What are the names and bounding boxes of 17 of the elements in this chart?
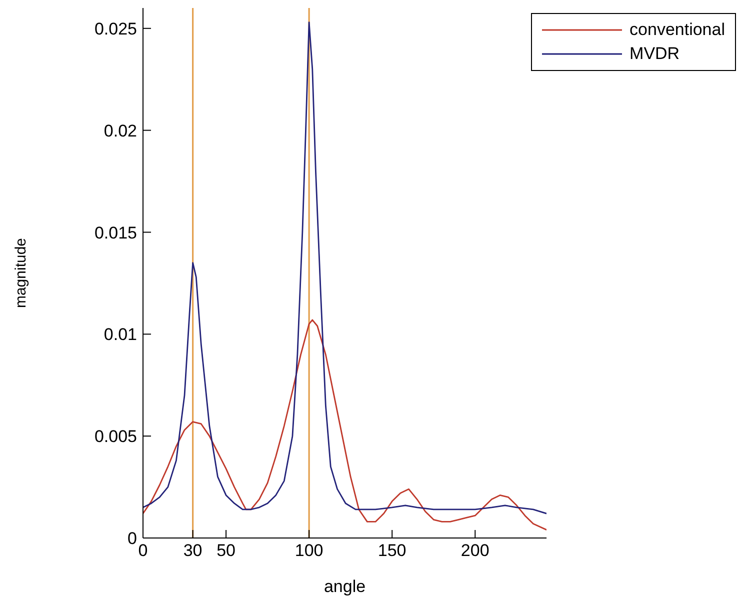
line-series [143,22,547,514]
legend-label: MVDR [630,43,680,65]
legend-label: conventional [630,19,725,41]
y-tick-label: 0.015 [94,223,137,242]
x-tick-label: 200 [460,541,490,560]
y-tick-label: 0.02 [104,121,137,140]
y-tick-label: 0.005 [94,427,137,446]
y-tick-label: 0.025 [94,19,137,38]
x-tick-label: 50 [216,541,236,560]
y-axis-title: magnitude [12,238,30,308]
y-tick-label: 0.01 [104,325,137,344]
y-tick-label: 0 [128,529,137,548]
x-tick-label: 100 [294,541,324,560]
x-tick-label: 30 [183,541,202,560]
x-tick-label: 150 [378,541,406,560]
x-axis-title: angle [324,577,366,596]
line-series [143,319,547,531]
